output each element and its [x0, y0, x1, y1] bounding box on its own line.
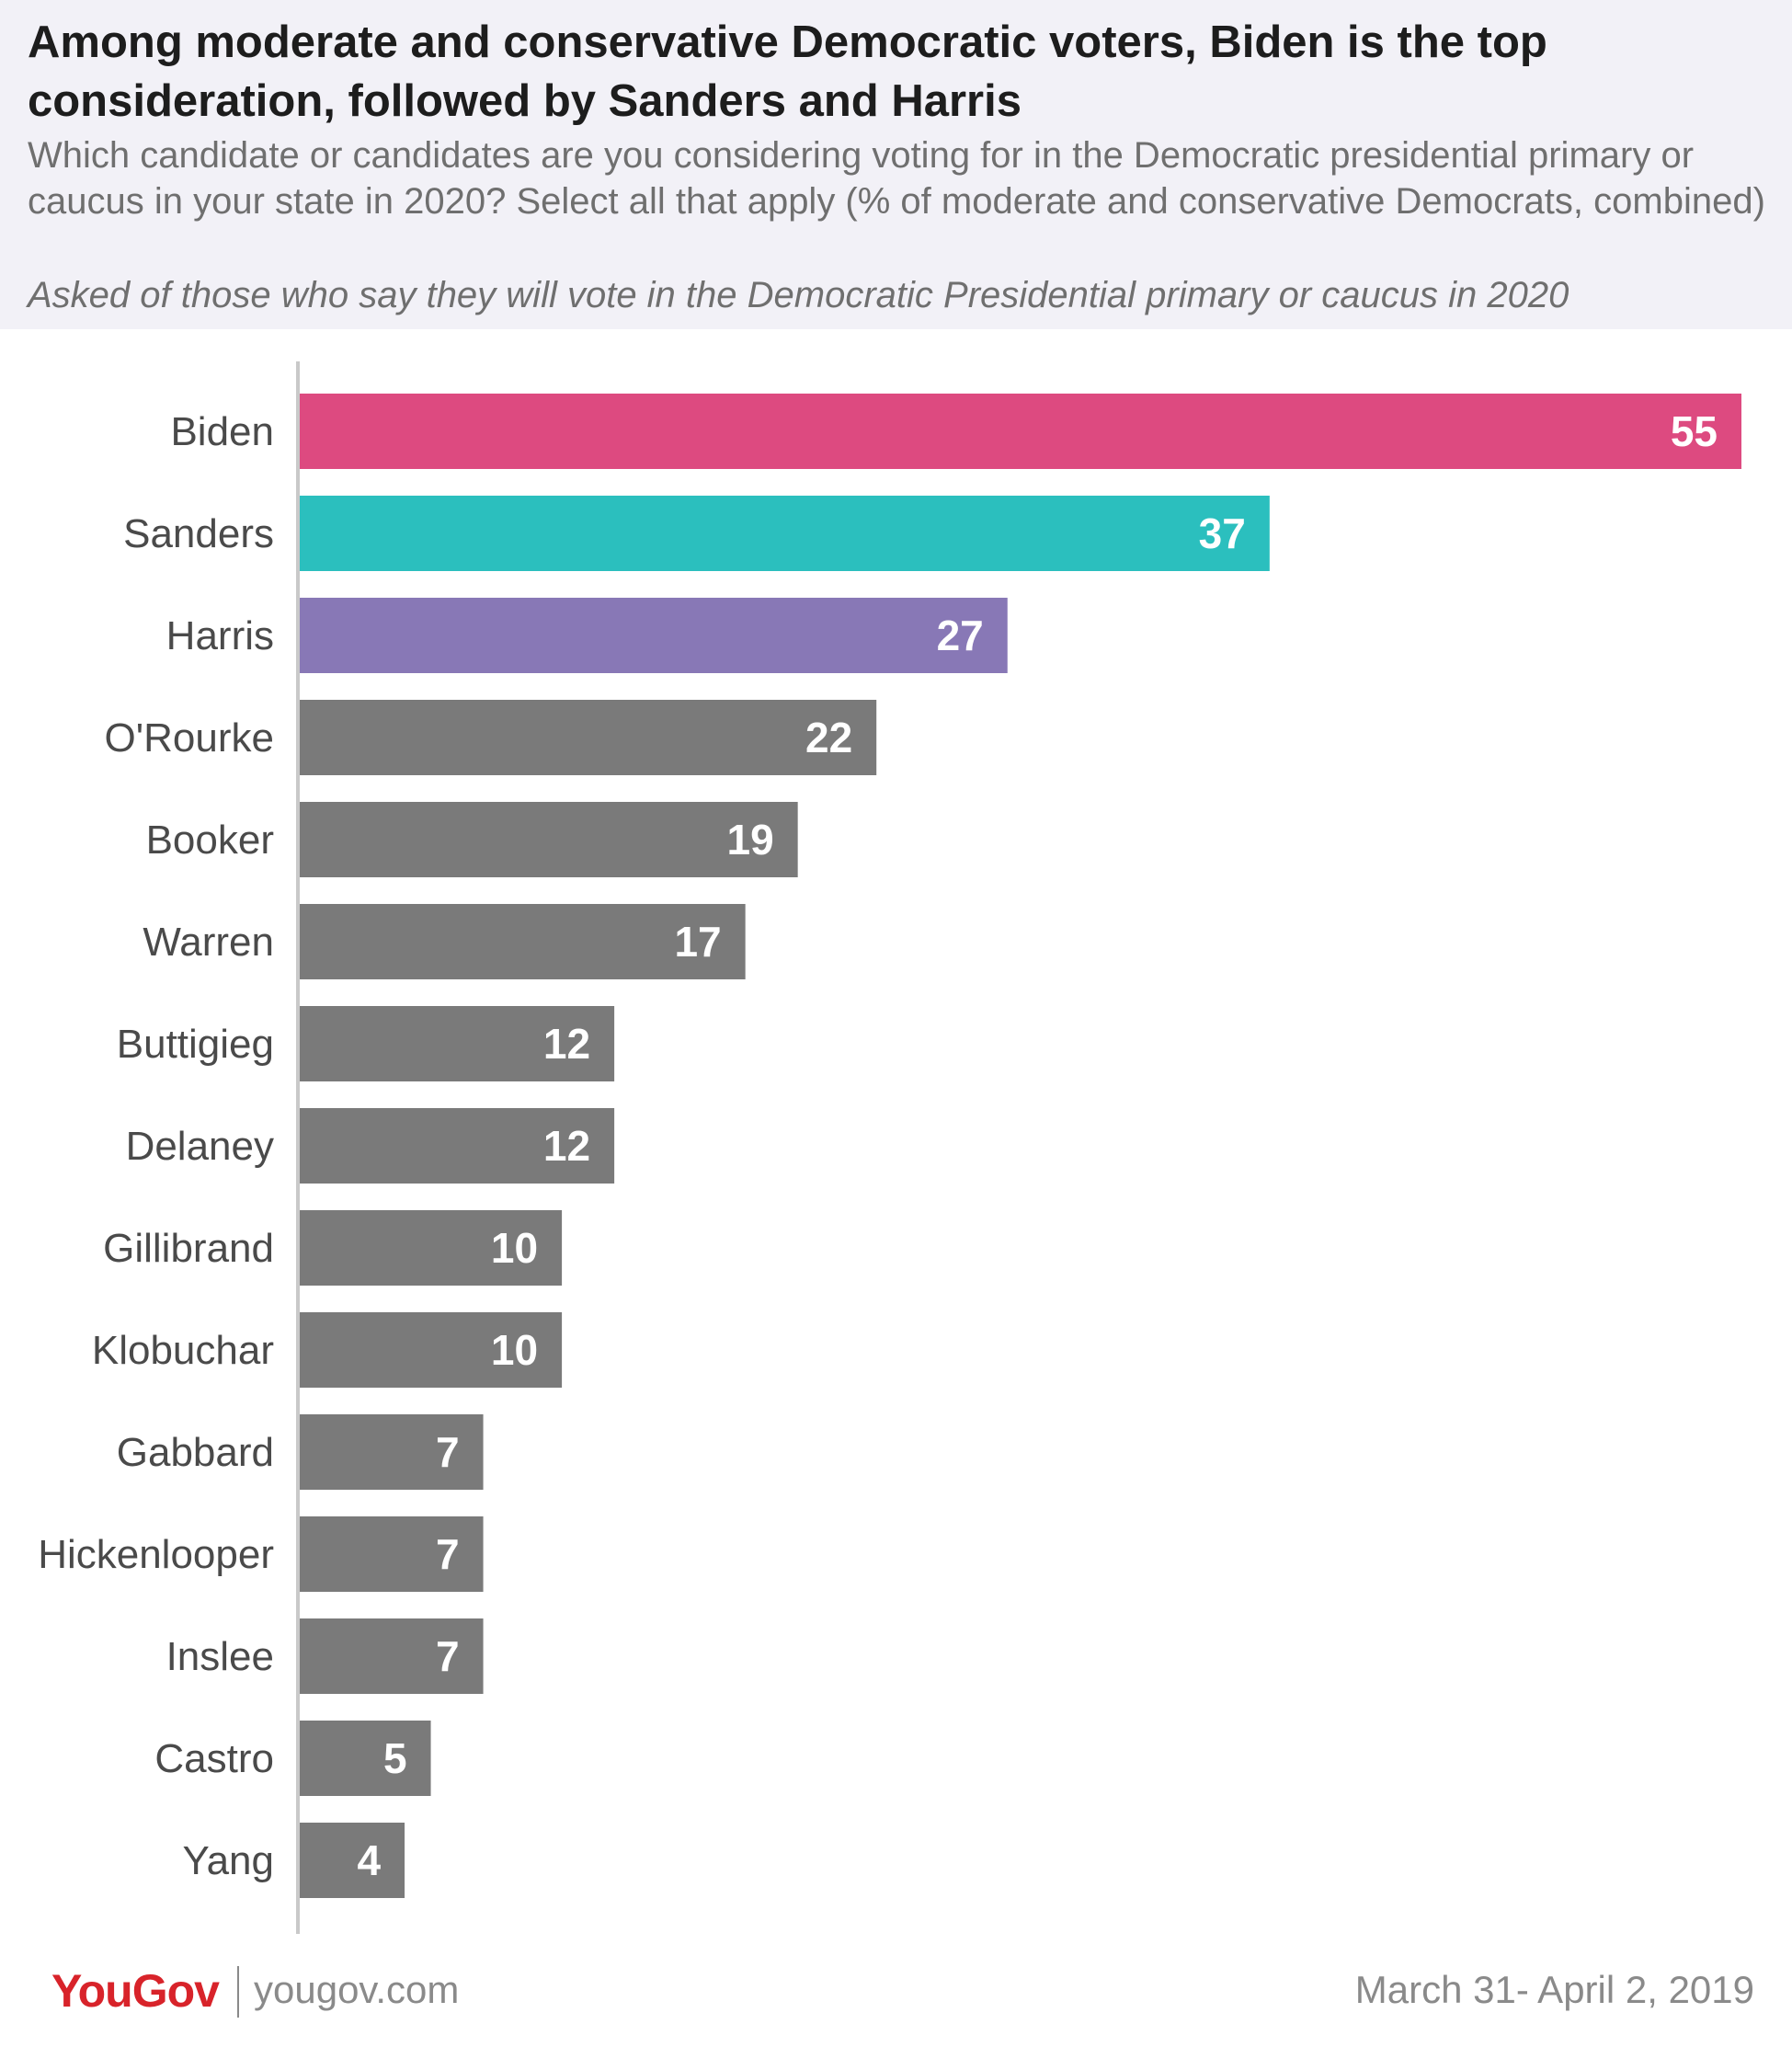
category-label: Hickenlooper: [38, 1532, 274, 1577]
value-label: 5: [383, 1734, 407, 1782]
bar-biden: [300, 394, 1741, 469]
chart-title: Among moderate and conservative Democrat…: [28, 17, 1547, 126]
bar-chart: Biden 55 Sanders 37 Harris 27 O'Rourke 22 Booker…: [0, 329, 1792, 1948]
bar-chart-svg: Biden 55 Sanders 37 Harris 27 O'Rourke 22 Booker…: [38, 361, 1741, 1934]
category-label: Harris: [166, 613, 274, 658]
bar-yang: [300, 1823, 405, 1898]
bar-delaney: [300, 1108, 615, 1184]
bar-castro: [300, 1721, 431, 1796]
category-label: Gillibrand: [103, 1226, 274, 1271]
value-label: 12: [543, 1122, 590, 1170]
value-label: 19: [727, 816, 774, 863]
bar-klobuchar: [300, 1312, 563, 1388]
value-label: 7: [436, 1530, 460, 1578]
category-label: O'Rourke: [105, 715, 274, 761]
site-url: yougov.com: [254, 1968, 460, 2011]
value-label: 7: [436, 1632, 460, 1680]
chart-note: Asked of those who say they will vote in…: [28, 275, 1569, 315]
value-label: 12: [543, 1020, 590, 1068]
category-label: Biden: [170, 409, 274, 454]
value-label: 10: [491, 1326, 538, 1374]
value-label: 27: [937, 612, 984, 659]
value-label: 7: [436, 1428, 460, 1476]
category-label: Buttigieg: [117, 1022, 274, 1067]
value-label: 10: [491, 1224, 538, 1272]
category-label: Gabbard: [117, 1430, 274, 1475]
bar-harris: [300, 598, 1008, 673]
bar-sanders: [300, 496, 1270, 571]
chart-subtitle: Which candidate or candidates are you co…: [28, 135, 1765, 222]
survey-date: March 31- April 2, 2019: [1354, 1968, 1754, 2011]
category-label: Warren: [143, 920, 274, 965]
category-label: Castro: [154, 1736, 274, 1781]
bar-orourke: [300, 700, 877, 775]
value-label: 37: [1199, 509, 1246, 557]
value-label: 4: [357, 1836, 381, 1884]
bar-warren: [300, 904, 746, 979]
yougov-logo: YouGov: [51, 1965, 220, 2017]
bar-inslee: [300, 1618, 484, 1694]
category-label: Delaney: [126, 1124, 274, 1169]
bar-buttigieg: [300, 1006, 615, 1081]
category-label: Inslee: [166, 1634, 274, 1679]
value-label: 17: [674, 918, 721, 966]
category-label: Klobuchar: [92, 1328, 274, 1373]
bar-hickenlooper: [300, 1516, 484, 1592]
category-label: Booker: [146, 818, 274, 863]
category-label: Yang: [183, 1838, 275, 1883]
bar-gabbard: [300, 1414, 484, 1490]
bar-booker: [300, 802, 798, 877]
bar-gillibrand: [300, 1210, 563, 1286]
category-label: Sanders: [123, 511, 274, 556]
chart-header: Among moderate and conservative Democrat…: [0, 0, 1792, 329]
logo-divider: [237, 1966, 239, 2018]
value-label: 22: [805, 714, 852, 761]
value-label: 55: [1671, 407, 1718, 455]
